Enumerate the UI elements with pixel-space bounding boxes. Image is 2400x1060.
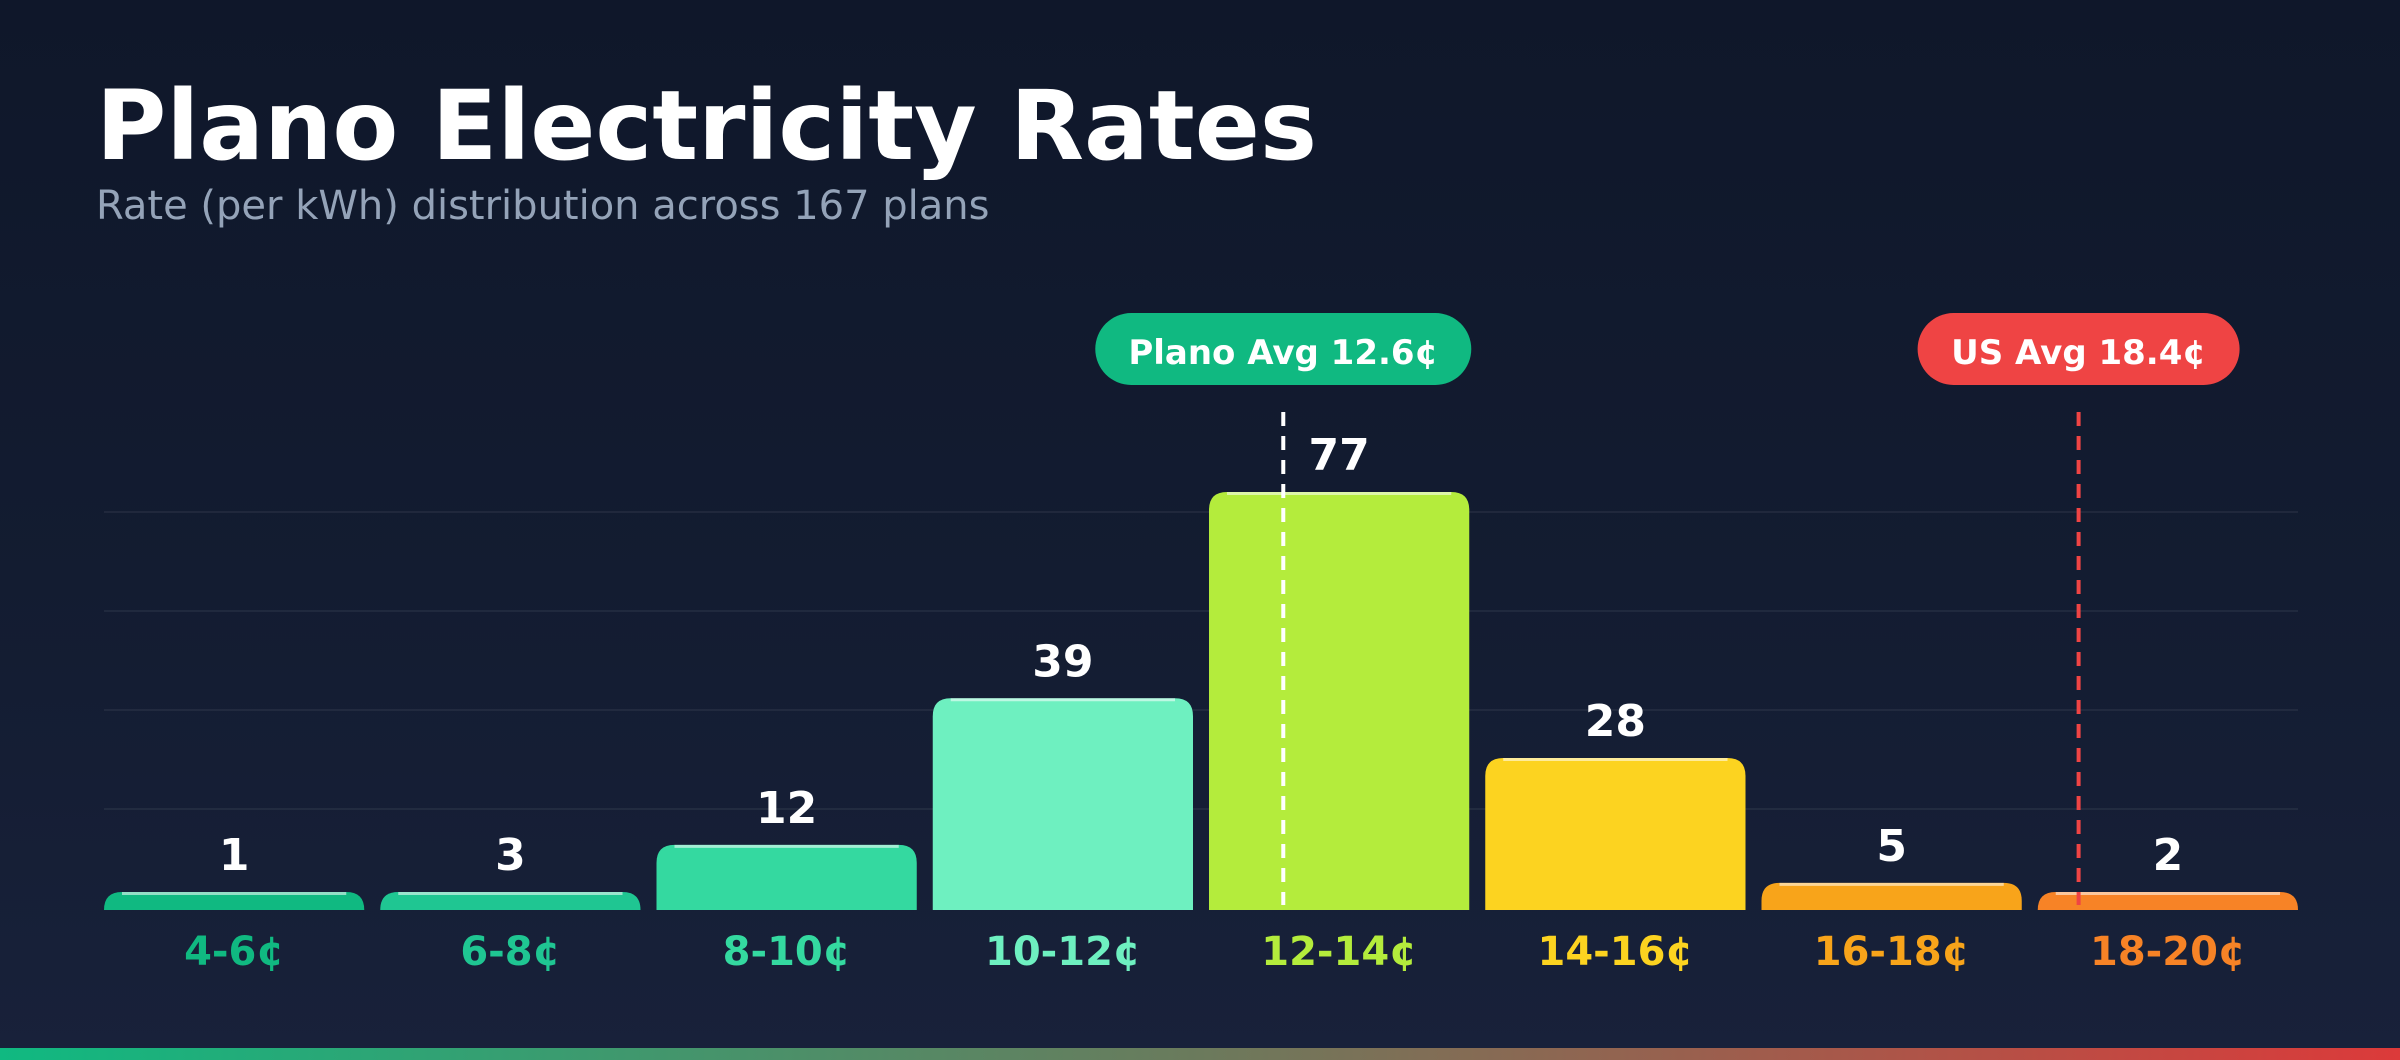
category-label: 16-18¢ bbox=[1814, 929, 1970, 975]
bar-value-label: 5 bbox=[1876, 821, 1907, 872]
category-label: 6-8¢ bbox=[460, 929, 560, 975]
bar bbox=[1485, 758, 1746, 910]
reference-pill bbox=[1095, 313, 1472, 385]
bar bbox=[1761, 882, 2022, 910]
bar-value-label: 39 bbox=[1032, 636, 1093, 687]
reference-label: US Avg 18.4¢ bbox=[1951, 333, 2206, 373]
chart-subtitle: Rate (per kWh) distribution across 167 p… bbox=[96, 183, 990, 229]
value-labels: 1 3 12 39 77 28 5 2 bbox=[219, 430, 2183, 881]
bars bbox=[104, 492, 2298, 910]
bar bbox=[656, 844, 917, 910]
reference-lines: Plano Avg 12.6¢ US Avg 18.4¢ bbox=[1095, 313, 2240, 905]
bar bbox=[932, 698, 1193, 910]
category-label: 12-14¢ bbox=[1261, 929, 1417, 975]
bar-value-label: 1 bbox=[219, 830, 250, 881]
category-labels: 4-6¢ 6-8¢ 8-10¢ 10-12¢ 12-14¢ 14-16¢ 16-18¢ 18-… bbox=[184, 929, 2246, 975]
category-label: 8-10¢ bbox=[723, 929, 851, 975]
bar bbox=[380, 892, 641, 910]
chart-title: Plano Electricity Rates bbox=[96, 70, 1317, 182]
category-label: 18-20¢ bbox=[2090, 929, 2246, 975]
bar bbox=[104, 892, 365, 910]
category-label: 4-6¢ bbox=[184, 929, 284, 975]
bottom-accent-bar bbox=[0, 1048, 2400, 1060]
reference-label: Plano Avg 12.6¢ bbox=[1128, 333, 1438, 373]
bar-value-label: 3 bbox=[495, 830, 526, 881]
bar-value-label: 28 bbox=[1585, 696, 1646, 747]
category-label: 10-12¢ bbox=[985, 929, 1141, 975]
reference-pill bbox=[1917, 313, 2240, 385]
category-label: 14-16¢ bbox=[1537, 929, 1693, 975]
gridlines bbox=[104, 511, 2298, 810]
bar-value-label: 12 bbox=[756, 783, 817, 834]
bar-value-label: 2 bbox=[2153, 830, 2184, 881]
bar bbox=[2037, 892, 2298, 910]
bar-value-label: 77 bbox=[1309, 430, 1370, 481]
bar bbox=[1209, 492, 1470, 910]
